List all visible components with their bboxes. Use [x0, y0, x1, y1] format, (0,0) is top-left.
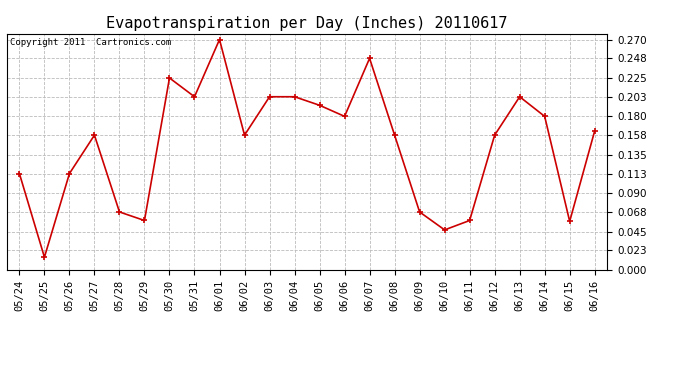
Title: Evapotranspiration per Day (Inches) 20110617: Evapotranspiration per Day (Inches) 2011…: [106, 16, 508, 31]
Text: Copyright 2011  Cartronics.com: Copyright 2011 Cartronics.com: [10, 39, 171, 48]
